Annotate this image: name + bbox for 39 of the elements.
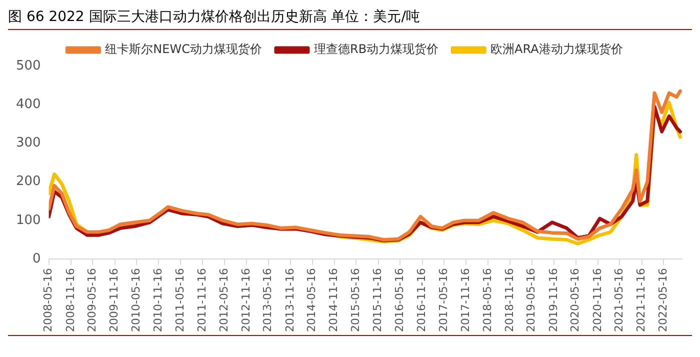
legend-label: 纽卡斯尔NEWC动力煤现货价 [105,42,262,56]
x-tick-label: 2018-11-16 [502,268,516,332]
x-tick-label: 2016-11-16 [415,268,428,332]
y-tick-label: 500 [16,58,41,74]
y-tick-label: 100 [16,212,41,228]
x-tick-label: 2008-11-16 [64,268,77,332]
x-tick-label: 2015-11-16 [371,268,384,332]
y-tick-label: 200 [16,174,41,190]
x-tick-label: 2009-11-16 [108,268,121,332]
x-tick-label: 2013-05-16 [261,268,274,332]
chart-title: 图 66 2022 国际三大港口动力煤价格创出历史新高 单位：美元/吨 [8,8,692,30]
x-tick-label: 2010-05-16 [129,268,142,332]
x-tick-label: 2011-11-16 [195,268,208,332]
x-tick-label: 2012-11-16 [239,268,252,332]
x-tick-label: 2011-05-16 [173,268,186,332]
x-tick-label: 2019-11-16 [546,268,560,332]
x-tick-label: 2020-05-16 [568,268,582,332]
y-tick-label: 300 [16,136,41,151]
x-tick-label: 2012-05-16 [217,268,230,332]
x-tick-label: 2010-11-16 [152,268,165,332]
x-tick-label: 2018-05-16 [480,268,494,332]
y-tick-label: 0 [32,251,41,266]
x-tick-label: 2014-11-16 [327,268,340,332]
x-tick-label: 2008-05-16 [42,268,55,332]
x-tick-label: 2017-11-16 [459,268,472,332]
x-tick-label: 2016-05-16 [393,268,406,332]
legend-label: 欧洲ARA港动力煤现货价 [490,42,623,56]
x-tick-label: 2021-05-16 [612,268,626,332]
x-tick-label: 2015-05-16 [349,268,362,332]
x-tick-label: 2009-05-16 [86,268,99,332]
x-tick-label: 2020-11-16 [590,268,604,332]
legend-label: 理查德RB动力煤现货价 [314,42,439,56]
x-tick-label: 2022-05-16 [656,268,670,332]
x-tick-label: 2013-11-16 [283,268,296,332]
x-tick-label: 2017-05-16 [436,268,450,332]
y-tick-label: 400 [16,96,41,112]
x-tick-label: 2019-05-16 [524,268,538,332]
x-tick-label: 2021-11-16 [634,268,648,332]
x-tick-label: 2014-05-16 [305,268,318,332]
